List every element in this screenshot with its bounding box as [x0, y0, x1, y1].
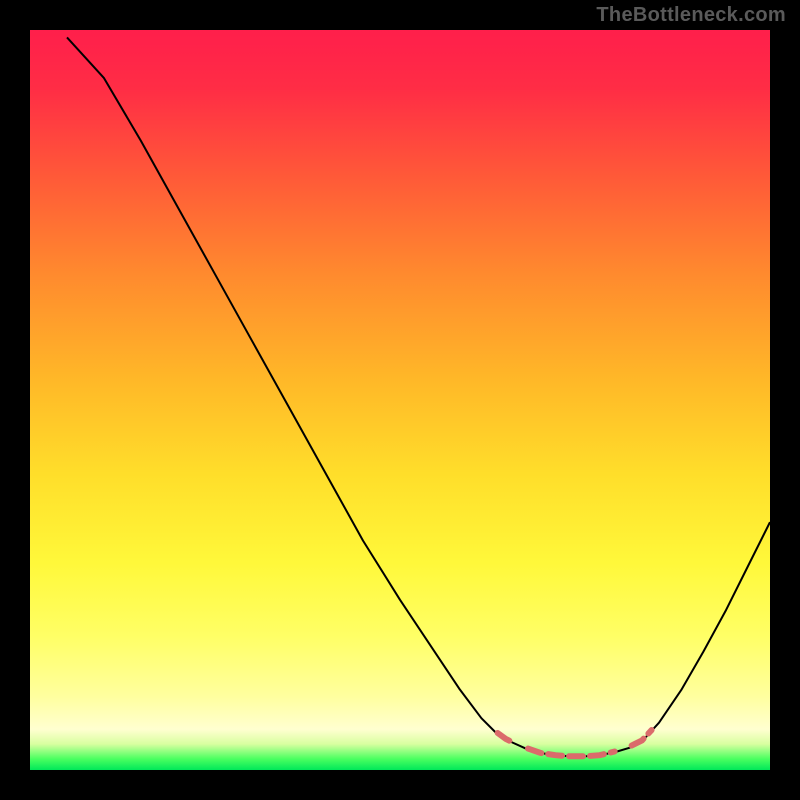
- chart-plot-area: [30, 30, 770, 770]
- bottleneck-curve: [67, 37, 770, 756]
- chart-svg: [30, 30, 770, 770]
- optimal-range-dashes: [498, 730, 652, 756]
- optimal-range-dash-segment: [632, 730, 652, 746]
- watermark-text: TheBottleneck.com: [596, 4, 786, 27]
- optimal-range-dash-segment: [528, 749, 615, 757]
